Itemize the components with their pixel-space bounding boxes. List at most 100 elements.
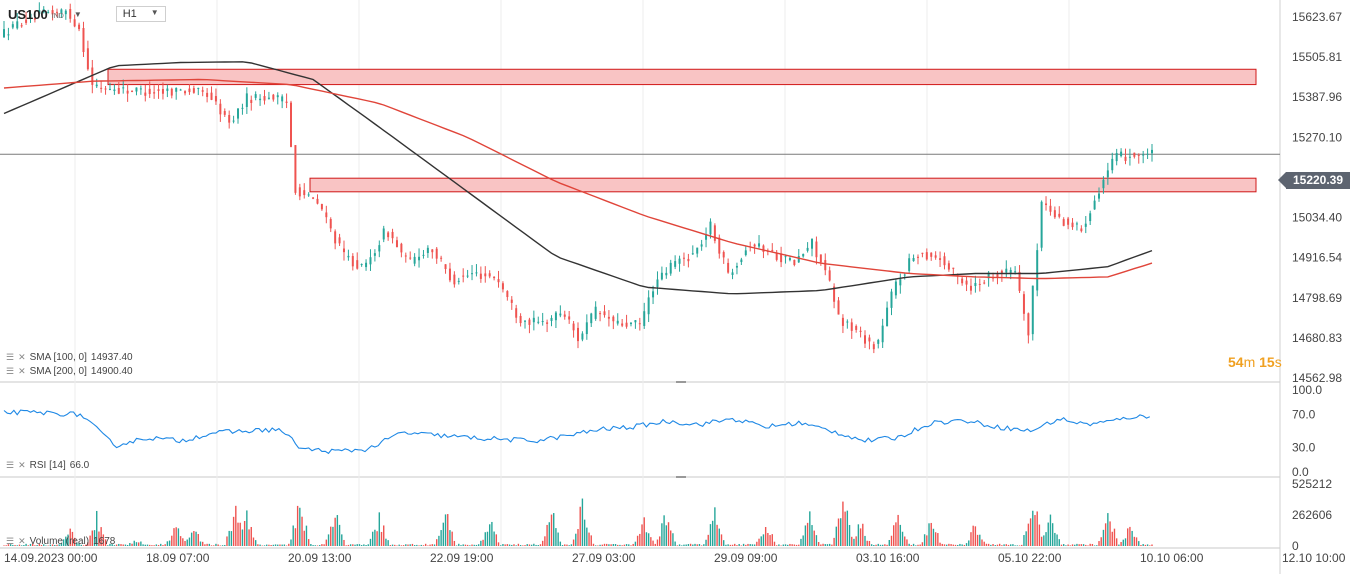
volume-bar [685,544,687,546]
volume-bar [921,542,924,546]
volume-bar [789,543,791,546]
candle-body [1036,250,1039,291]
candle-body [369,257,372,265]
volume-bar [912,543,915,546]
volume-bar [310,544,312,546]
candle-body [652,291,655,298]
volume-bar [259,544,261,546]
candle-body [930,252,933,257]
volume-bar [149,544,151,546]
volume-bar [853,538,855,546]
volume-bar [193,531,195,546]
volume-bar [709,524,712,546]
timeframe-select[interactable]: H1 ▼ [115,6,166,22]
volume-bar [806,522,809,546]
volume-bar [305,525,308,546]
symbol-dropdown-icon[interactable]: ▼ [73,9,82,19]
volume-bar [246,510,248,546]
candle-body [546,322,549,324]
candle-body [568,316,571,320]
volume-bar [1060,544,1063,546]
volume-bar [1118,544,1120,546]
volume-bar [868,540,871,546]
close-icon[interactable]: ✕ [18,352,26,362]
volume-bar [1102,529,1105,546]
time-axis-label: 05.10 22:00 [998,551,1062,565]
volume-bar [281,544,283,546]
volume-bar [714,507,716,546]
resistance-zone[interactable] [107,68,1257,86]
volume-bar [594,545,597,546]
volume-bar [480,540,482,546]
volume-bar [583,519,586,546]
volume-bar [195,531,197,546]
candle-body [192,88,195,93]
candle-body [245,93,248,108]
candle-body [307,194,310,196]
settings-icon[interactable]: ☰ [6,352,15,362]
candle-body [475,272,478,274]
volume-bar [844,511,846,546]
candle-body [431,249,434,253]
volume-bar [84,544,87,546]
volume-bar [363,544,365,546]
volume-bar [647,533,650,546]
candle-body [73,19,76,27]
candle-body [1128,156,1131,158]
volume-bar [965,543,968,546]
volume-bar [1007,544,1010,546]
volume-bar [636,535,639,546]
chart-toolbar: US100 IND ▼ H1 ▼ [8,6,166,22]
volume-bar [698,544,701,546]
volume-bar [140,541,142,546]
volume-bar [539,544,542,546]
volume-bar [745,544,747,546]
settings-icon[interactable]: ☰ [6,366,15,376]
volume-bar [674,541,676,546]
candle-body [1133,152,1136,157]
volume-bar [1040,536,1043,546]
volume-bar [614,544,617,546]
volume-bar [23,545,25,546]
close-icon[interactable]: ✕ [18,460,26,470]
volume-bar [959,543,961,546]
candle-body [1093,200,1096,210]
pane-resize-handle[interactable] [676,381,686,383]
settings-icon[interactable]: ☰ [6,460,15,470]
candle-body [572,323,575,331]
volume-axis-label: 0 [1292,539,1299,553]
candle-body [7,34,10,36]
volume-bar [994,545,996,546]
candle-body [466,275,469,277]
time-axis-label: 29.09 09:00 [714,551,778,565]
pane-resize-handle[interactable] [676,476,686,478]
volume-bar [842,501,844,546]
candle-body [267,97,270,99]
candle-body [634,320,637,323]
volume-bar [930,522,932,546]
volume-bar [1029,518,1032,546]
candle-body [223,111,226,115]
volume-bar [491,521,493,546]
volume-bar [1098,541,1100,546]
volume-bar [864,535,866,546]
volume-bar [511,544,513,546]
candle-body [1027,313,1030,336]
candle-body [775,252,778,260]
resistance-zone[interactable] [309,177,1257,193]
settings-icon[interactable]: ☰ [6,536,15,546]
volume-bar [29,543,32,546]
candle-body [263,96,266,101]
volume-bar [566,544,568,546]
close-icon[interactable]: ✕ [18,366,26,376]
candle-body [303,190,306,196]
candle-body [3,29,5,38]
volume-bar [824,544,826,546]
volume-bar [877,543,879,546]
volume-bar [146,544,149,546]
volume-bar [522,545,524,546]
volume-bar [873,545,875,546]
volume-bar [1051,523,1054,546]
close-icon[interactable]: ✕ [18,536,26,546]
